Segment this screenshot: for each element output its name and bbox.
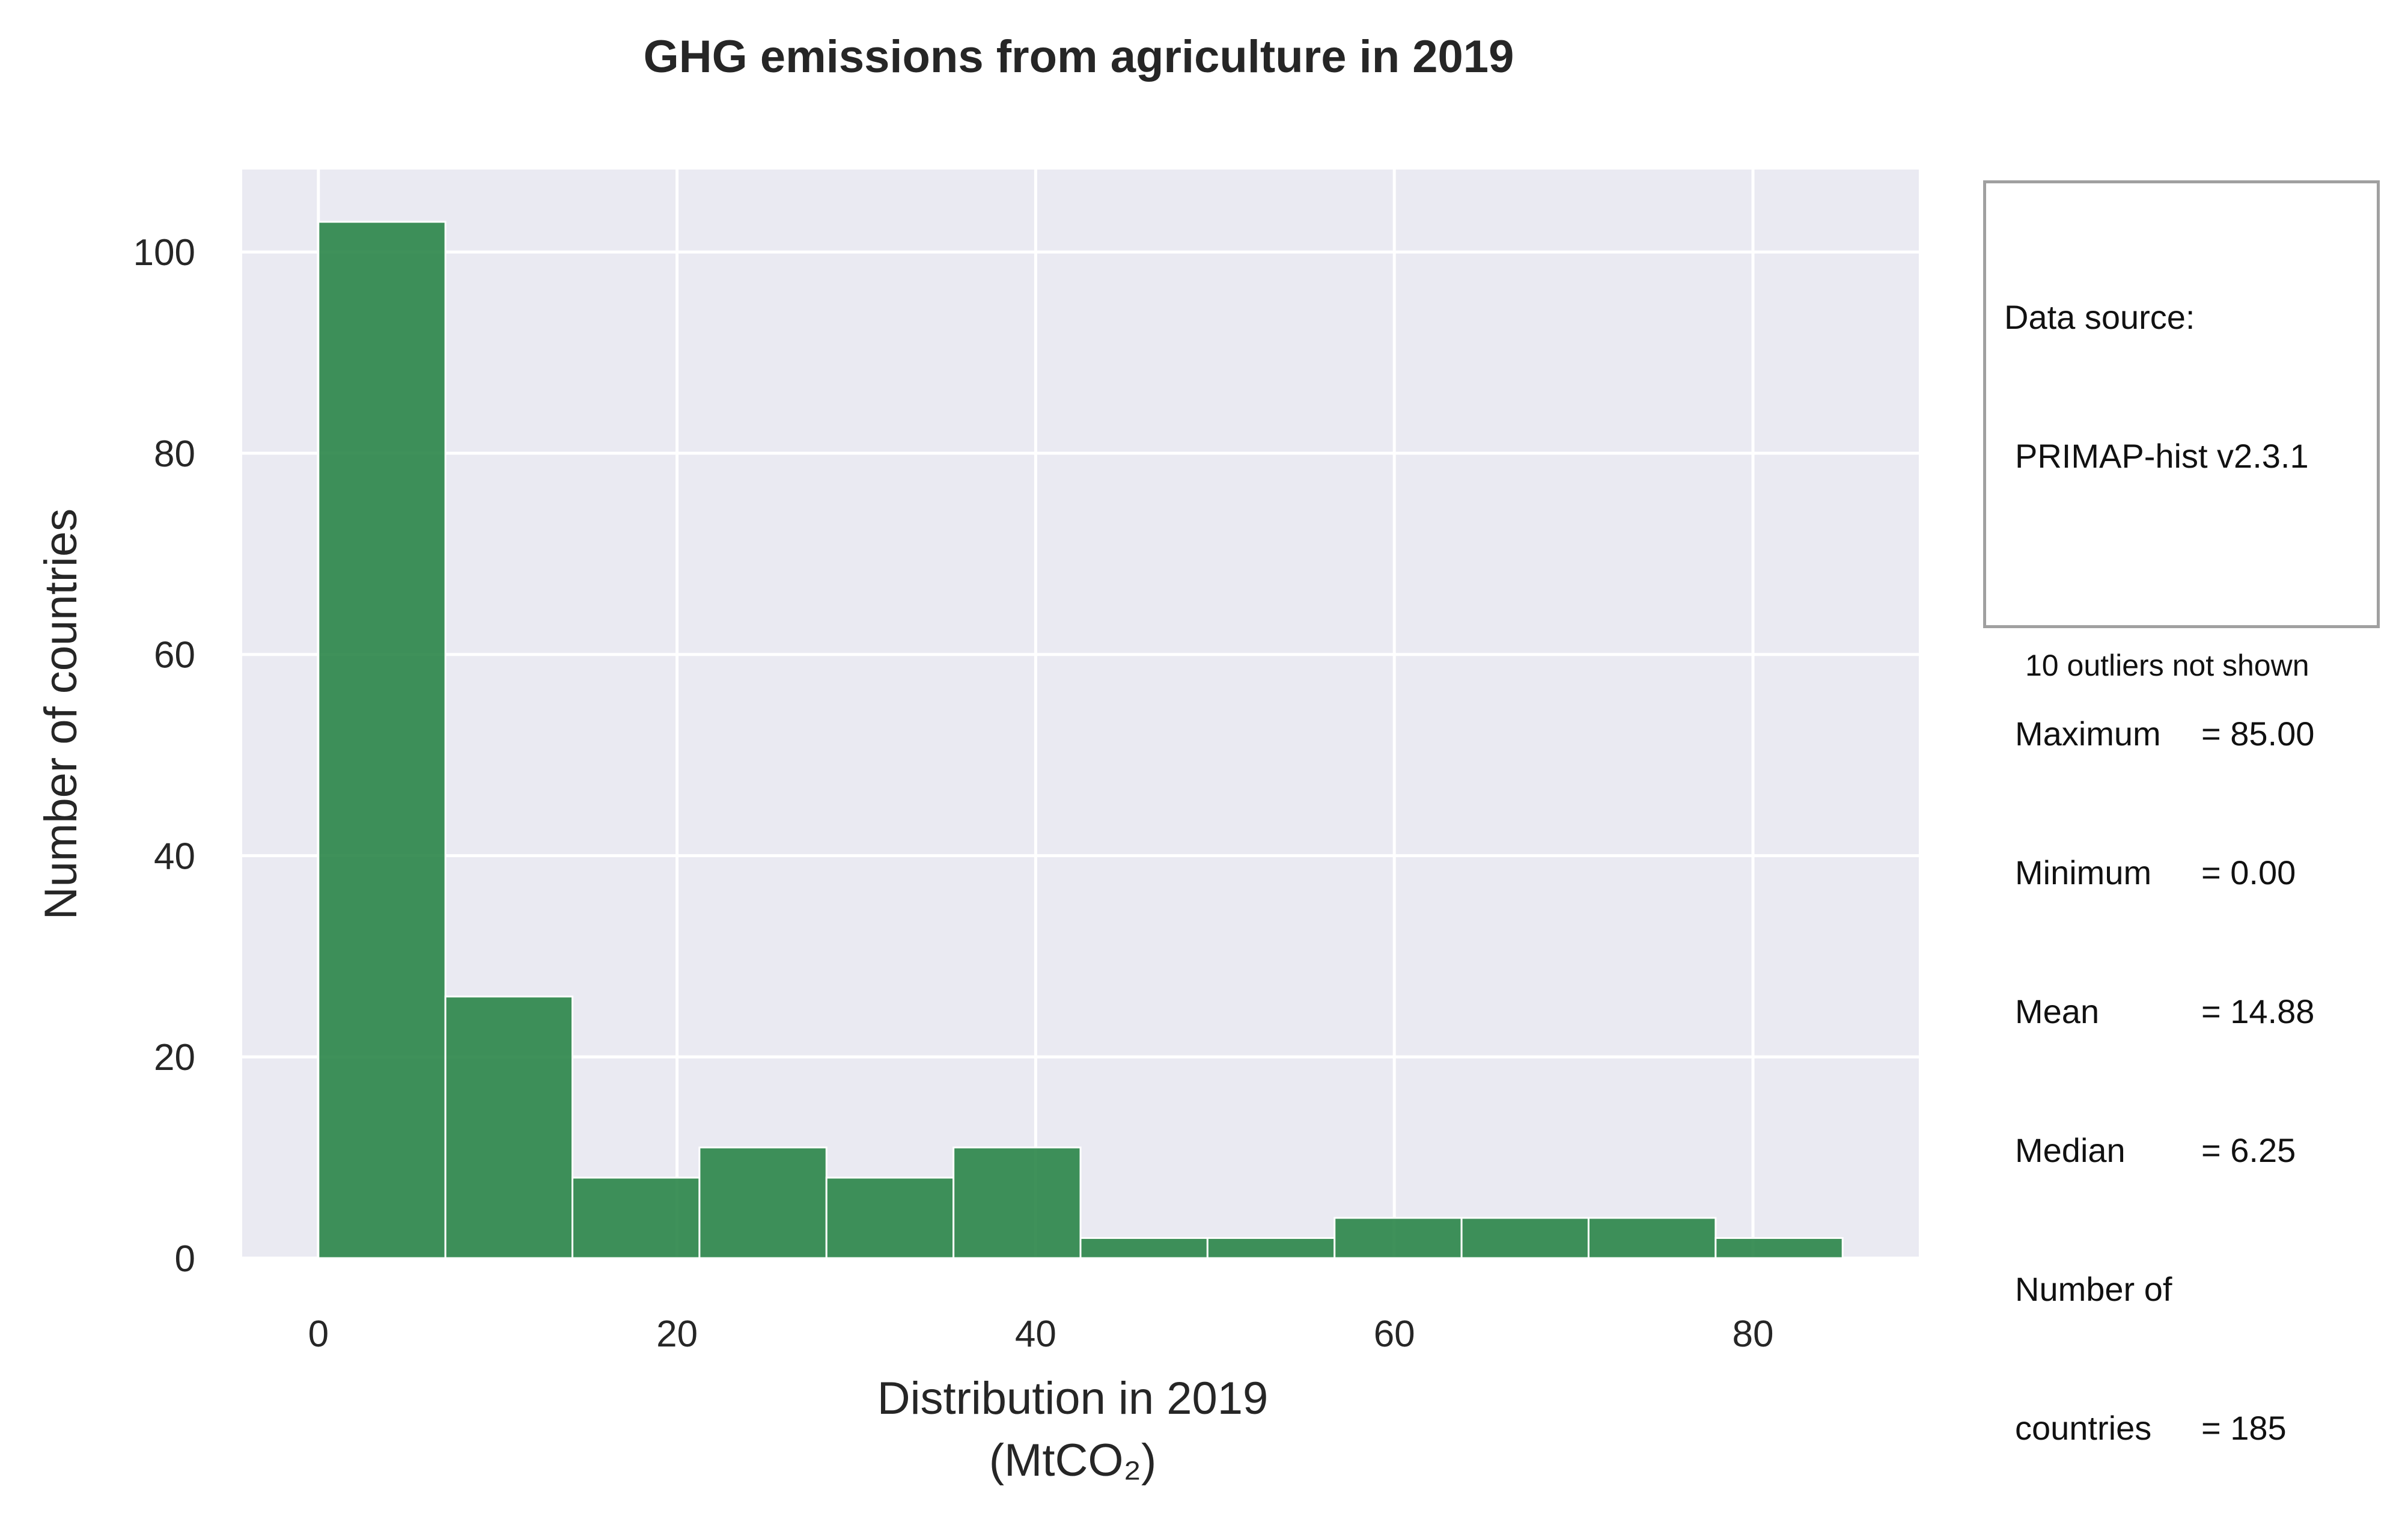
y-tick-labels: 0 20 40 60 80 100 [133, 232, 195, 1280]
x-axis-unit-label: (MtCO₂) [989, 1435, 1157, 1486]
histogram-bar [572, 1176, 701, 1259]
histogram-bar [1587, 1217, 1717, 1259]
y-tick-label: 20 [154, 1037, 195, 1078]
info-spacer [2004, 572, 2377, 618]
stat-row-median: Median = 6.25 [2004, 1127, 2377, 1173]
x-tick-label: 0 [308, 1313, 329, 1355]
data-source-label: Data source: [2004, 298, 2195, 336]
outliers-note: 10 outliers not shown [2025, 649, 2309, 682]
stat-row-maximum: Maximum = 85.00 [2004, 711, 2377, 757]
histogram-bar [698, 1146, 828, 1259]
x-tick-label: 40 [1015, 1313, 1056, 1355]
stat-row-minimum: Minimum = 0.00 [2004, 849, 2377, 896]
stat-row-mean: Mean = 14.88 [2004, 988, 2377, 1035]
stat-value: = 85.00 [2201, 715, 2315, 753]
stat-value: = 0.00 [2201, 854, 2296, 891]
x-tick-labels: 0 20 40 60 80 [308, 1313, 1774, 1355]
histogram-bar [1334, 1217, 1463, 1259]
histogram-bar [1079, 1237, 1209, 1259]
histogram-bar [953, 1146, 1082, 1259]
y-axis-label: Number of countries [35, 509, 87, 920]
x-tick-label: 80 [1732, 1313, 1773, 1355]
x-tick-label: 20 [656, 1313, 698, 1355]
x-tick-label: 60 [1374, 1313, 1415, 1355]
stat-key: Median [2015, 1131, 2126, 1169]
x-axis-label: Distribution in 2019 [877, 1373, 1269, 1424]
stat-value: = 6.25 [2201, 1131, 2296, 1169]
stat-value: = 185 [2201, 1409, 2287, 1447]
y-tick-label: 0 [175, 1238, 195, 1280]
statistics-info-box: Data source: PRIMAP-hist v2.3.1 Maximum =… [1983, 180, 2380, 1447]
y-tick-label: 40 [154, 836, 195, 877]
stat-row-count: countries = 185 [2004, 1405, 2377, 1451]
stat-key: Maximum [2015, 715, 2161, 753]
stat-value: = 14.88 [2201, 992, 2315, 1030]
count-label-line-1: Number of [2015, 1270, 2172, 1308]
histogram-bar [1715, 1237, 1844, 1259]
stat-key: Minimum [2015, 854, 2152, 891]
y-tick-label: 80 [154, 433, 195, 475]
stat-key: Mean [2015, 992, 2100, 1030]
histogram-bar [1460, 1217, 1590, 1259]
histogram-bar [317, 221, 447, 1259]
histogram-bar [1206, 1237, 1336, 1259]
y-tick-label: 100 [133, 232, 195, 274]
histogram-bar [825, 1176, 955, 1259]
chart-title: GHG emissions from agriculture in 2019 [644, 31, 1514, 82]
histogram-bar [444, 995, 574, 1259]
y-tick-label: 60 [154, 635, 195, 676]
data-source-value: PRIMAP-hist v2.3.1 [2015, 437, 2309, 475]
stat-key: countries [2015, 1409, 2152, 1447]
histogram-bars [317, 221, 1844, 1259]
